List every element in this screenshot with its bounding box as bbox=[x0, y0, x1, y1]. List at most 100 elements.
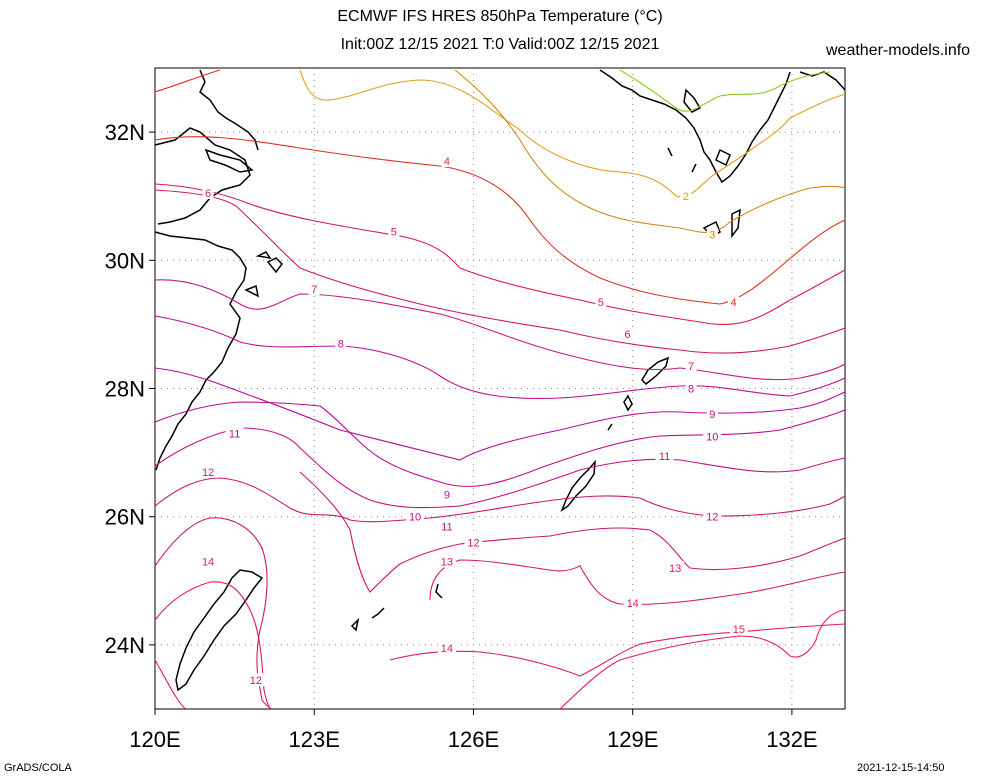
contour-label-bg bbox=[199, 554, 218, 568]
contour-label-bg bbox=[441, 153, 453, 167]
render-timestamp: 2021-12-15-14:50 bbox=[857, 762, 945, 774]
contour-label: 11 bbox=[229, 428, 240, 440]
coast-kyushu bbox=[599, 69, 791, 239]
isotherm-15 bbox=[559, 609, 846, 710]
contour-label: 6 bbox=[205, 188, 211, 200]
contour-label: 9 bbox=[444, 489, 450, 501]
chart-title: ECMWF IFS HRES 850hPa Temperature (°C) bbox=[337, 8, 663, 25]
x-tick-label: 126E bbox=[448, 727, 499, 752]
contour-label: 13 bbox=[441, 557, 453, 569]
contour-label-bg bbox=[728, 294, 740, 308]
contour-label: 7 bbox=[311, 284, 317, 296]
contour-label-bg bbox=[437, 519, 456, 533]
contour-label: 9 bbox=[709, 409, 715, 421]
contour-label: 6 bbox=[624, 329, 630, 341]
contour-label-bg bbox=[437, 641, 456, 655]
axis-ticks: 120E 123E 126E 129E 132E 24N 26N 28N 30N 32N bbox=[105, 120, 818, 752]
y-tick-label: 28N bbox=[105, 377, 145, 402]
contour-label-bg bbox=[199, 464, 218, 478]
contour-labels: 4 4 5 5 6 6 7 7 8 8 9 9 10 10 11 11 11 12 12 12 12 13 13 14 14 14… bbox=[199, 153, 748, 687]
contour-label-bg bbox=[406, 509, 425, 523]
contour-label-bg bbox=[655, 448, 674, 462]
isotherm-14-south bbox=[154, 581, 271, 710]
contour-label-bg bbox=[595, 294, 607, 308]
contour-label-bg bbox=[703, 509, 722, 523]
isotherm-2 bbox=[299, 69, 846, 198]
contour-label: 13 bbox=[669, 563, 681, 575]
contour-label-bg bbox=[680, 189, 692, 203]
contour-label: 8 bbox=[688, 384, 694, 396]
x-tick-label: 129E bbox=[607, 727, 658, 752]
coast-china-mainland bbox=[154, 69, 259, 471]
contour-label-bg bbox=[308, 282, 320, 296]
chart-subtitle: Init:00Z 12/15 2021 T:0 Valid:00Z 12/15 … bbox=[340, 36, 660, 53]
contour-label: 15 bbox=[733, 624, 745, 636]
coast-east-korea-strait bbox=[799, 71, 846, 91]
coast-zhoushan bbox=[244, 251, 283, 298]
y-tick-label: 30N bbox=[105, 248, 145, 273]
isotherm-3 bbox=[454, 69, 846, 234]
contour-label: 8 bbox=[338, 339, 344, 351]
contour-label: 7 bbox=[688, 361, 694, 373]
contour-label: 12 bbox=[202, 467, 214, 479]
contour-label: 4 bbox=[730, 297, 736, 309]
contour-label-bg bbox=[706, 227, 718, 241]
isotherm-11 bbox=[154, 427, 846, 509]
contour-label-bg bbox=[729, 621, 748, 635]
temperature-contours bbox=[154, 69, 846, 710]
contour-label: 14 bbox=[202, 557, 214, 569]
isotherm-1 bbox=[619, 69, 831, 112]
coast-miyako bbox=[350, 583, 443, 632]
y-tick-label: 24N bbox=[105, 633, 145, 658]
isotherm-5 bbox=[154, 183, 846, 326]
coast-amami bbox=[607, 356, 670, 431]
contour-label-bg bbox=[623, 596, 642, 610]
contour-label-bg bbox=[685, 359, 697, 373]
contour-label-bg bbox=[202, 185, 214, 199]
contour-label: 14 bbox=[441, 643, 453, 655]
contour-label-bg bbox=[388, 224, 400, 238]
contour-label-bg bbox=[685, 381, 697, 395]
isotherm-12-north bbox=[154, 477, 846, 523]
contour-label-bg bbox=[246, 673, 265, 687]
coast-okinawa bbox=[560, 459, 596, 512]
contour-label-bg bbox=[335, 336, 347, 350]
contour-label: 2 bbox=[683, 191, 689, 203]
contour-label: 10 bbox=[706, 432, 718, 444]
contour-label: 12 bbox=[250, 675, 262, 687]
isotherm-14-east bbox=[389, 623, 846, 677]
contour-label: 5 bbox=[598, 297, 604, 309]
contour-label: 3 bbox=[709, 230, 715, 242]
contour-label: 14 bbox=[627, 598, 639, 610]
graticule bbox=[155, 68, 845, 709]
contour-label: 11 bbox=[441, 521, 452, 533]
contour-label: 12 bbox=[467, 537, 479, 549]
contour-label-bg bbox=[706, 407, 718, 421]
contour-label-bg bbox=[666, 560, 685, 574]
isotherm-12-mid bbox=[299, 471, 846, 593]
contour-label: 12 bbox=[706, 512, 718, 524]
contour-label-bg bbox=[441, 487, 453, 501]
x-tick-label: 132E bbox=[766, 727, 817, 752]
contour-label: 10 bbox=[409, 512, 421, 524]
isotherm-6 bbox=[154, 189, 846, 354]
contour-label: 11 bbox=[659, 451, 670, 463]
contour-label: 4 bbox=[444, 156, 450, 168]
isotherm-8 bbox=[154, 315, 846, 400]
isotherm-7 bbox=[154, 279, 846, 381]
map-frame bbox=[154, 67, 846, 710]
isotherm-4 bbox=[154, 69, 846, 305]
isotherm-10 bbox=[154, 401, 846, 487]
contour-label-bg bbox=[464, 535, 483, 549]
coastline bbox=[154, 69, 846, 692]
software-credit: GrADS/COLA bbox=[4, 762, 72, 774]
coast-hangzhou-bay bbox=[204, 148, 254, 173]
isotherm-9 bbox=[154, 367, 846, 461]
isotherm-12-south bbox=[154, 517, 273, 710]
x-tick-label: 120E bbox=[129, 727, 180, 752]
y-tick-label: 32N bbox=[105, 120, 145, 145]
contour-label-bg bbox=[703, 429, 722, 443]
contour-label: 5 bbox=[391, 226, 397, 238]
contour-label-bg bbox=[225, 426, 244, 440]
